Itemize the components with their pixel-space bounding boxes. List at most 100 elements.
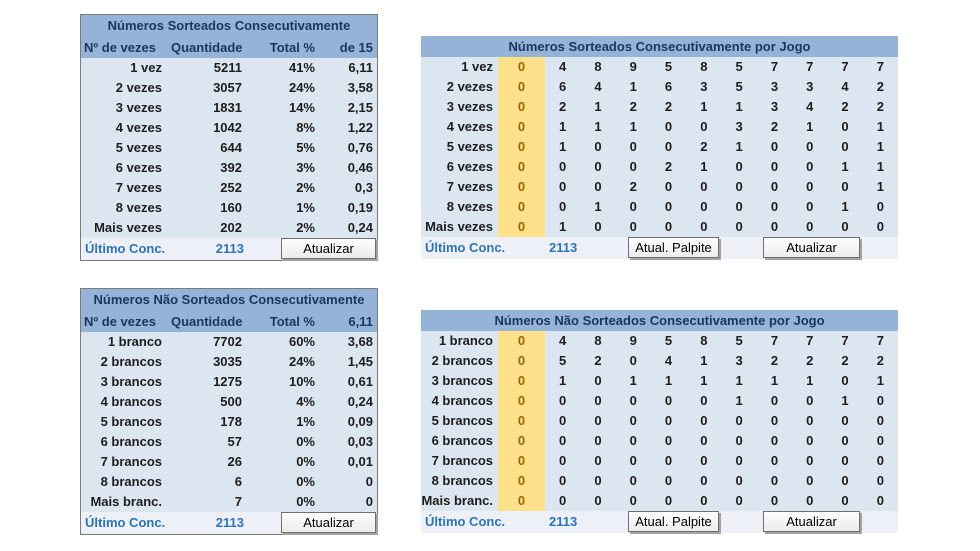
row-label-cell[interactable]: 7 brancos — [431, 453, 493, 468]
row-label-cell[interactable]: 8 vezes — [115, 200, 162, 215]
value-cell[interactable]: 0 — [559, 453, 567, 468]
value-cell[interactable]: 1 — [735, 139, 743, 154]
value-cell[interactable]: 0 — [629, 139, 637, 154]
value-cell[interactable]: 2 — [664, 159, 673, 174]
value-cell[interactable]: 0 — [594, 433, 602, 448]
row-label-cell[interactable]: 4 vezes — [446, 119, 493, 134]
value-cell[interactable]: 0 — [594, 219, 602, 234]
value-cell[interactable]: 60% — [288, 334, 315, 349]
value-cell[interactable]: 1% — [296, 200, 315, 215]
value-cell[interactable]: 1 — [876, 139, 884, 154]
value-cell[interactable]: 5 — [664, 333, 673, 348]
row-label-cell[interactable]: 1 branco — [438, 333, 493, 348]
value-cell[interactable]: 0 — [700, 453, 708, 468]
value-cell[interactable]: 0 — [806, 473, 814, 488]
value-cell[interactable]: 2% — [296, 180, 315, 195]
value-cell[interactable]: 0 — [559, 473, 567, 488]
value-cell[interactable]: 0,24 — [347, 394, 373, 409]
value-cell[interactable]: 0 — [629, 199, 637, 214]
value-cell[interactable]: 0 — [876, 199, 884, 214]
value-cell[interactable]: 9 — [629, 333, 637, 348]
value-cell[interactable]: 0 — [559, 413, 567, 428]
value-cell[interactable]: 7 — [841, 59, 849, 74]
palpite-highlight-cell[interactable]: 0 — [498, 197, 545, 217]
value-cell[interactable]: 8% — [296, 120, 315, 135]
value-cell[interactable]: 6 — [234, 474, 242, 489]
value-cell[interactable]: 0 — [876, 493, 884, 508]
value-cell[interactable]: 5211 — [213, 60, 242, 75]
value-cell[interactable]: 0 — [664, 453, 673, 468]
value-cell[interactable]: 41% — [288, 60, 315, 75]
value-cell[interactable]: 0 — [770, 159, 779, 174]
value-cell[interactable]: 0 — [629, 219, 637, 234]
row-label-cell[interactable]: 7 brancos — [100, 454, 162, 469]
value-cell[interactable]: 7 — [806, 59, 814, 74]
value-cell[interactable]: 0 — [770, 139, 779, 154]
value-cell[interactable]: 0 — [876, 413, 884, 428]
value-cell[interactable]: 0 — [664, 433, 673, 448]
value-cell[interactable]: 0% — [296, 434, 315, 449]
palpite-highlight-cell[interactable]: 0 — [498, 97, 545, 117]
row-label-cell[interactable]: Mais branc. — [421, 493, 493, 508]
palpite-highlight-cell[interactable]: 0 — [498, 431, 545, 451]
value-cell[interactable]: 8 — [700, 333, 708, 348]
row-label-cell[interactable]: 2 vezes — [446, 79, 493, 94]
value-cell[interactable]: 0 — [735, 199, 743, 214]
value-cell[interactable]: 2 — [629, 179, 637, 194]
palpite-highlight-cell[interactable]: 0 — [498, 371, 545, 391]
value-cell[interactable]: 0,46 — [347, 160, 373, 175]
value-cell[interactable]: 0 — [700, 413, 708, 428]
value-cell[interactable]: 24% — [288, 354, 315, 369]
value-cell[interactable]: 0 — [806, 453, 814, 468]
value-cell[interactable]: 3 — [770, 79, 779, 94]
value-cell[interactable]: 0 — [876, 473, 884, 488]
value-cell[interactable]: 3 — [735, 353, 743, 368]
value-cell[interactable]: 0 — [876, 393, 884, 408]
value-cell[interactable]: 0 — [770, 179, 779, 194]
value-cell[interactable]: 3 — [735, 119, 743, 134]
value-cell[interactable]: 0 — [770, 413, 779, 428]
value-cell[interactable]: 8 — [594, 333, 602, 348]
value-cell[interactable]: 0 — [700, 473, 708, 488]
value-cell[interactable]: 3,68 — [347, 334, 373, 349]
value-cell[interactable]: 4 — [559, 333, 567, 348]
palpite-highlight-cell[interactable]: 0 — [498, 471, 545, 491]
value-cell[interactable]: 0 — [841, 433, 849, 448]
palpite-highlight-cell[interactable]: 0 — [498, 217, 545, 237]
value-cell[interactable]: 0 — [770, 473, 779, 488]
value-cell[interactable]: 2% — [296, 220, 315, 235]
value-cell[interactable]: 644 — [220, 140, 242, 155]
value-cell[interactable]: 10% — [288, 374, 315, 389]
value-cell[interactable]: 5% — [296, 140, 315, 155]
value-cell[interactable]: 0 — [735, 493, 743, 508]
last-contest-value[interactable]: 2113 — [549, 514, 578, 529]
value-cell[interactable]: 0 — [559, 179, 567, 194]
value-cell[interactable]: 0 — [559, 433, 567, 448]
value-cell[interactable]: 1 — [735, 373, 743, 388]
palpite-highlight-cell[interactable]: 0 — [498, 77, 545, 97]
value-cell[interactable]: 2 — [841, 353, 849, 368]
value-cell[interactable]: 0,61 — [347, 374, 373, 389]
value-cell[interactable]: 9 — [629, 59, 637, 74]
value-cell[interactable]: 0 — [841, 493, 849, 508]
value-cell[interactable]: 0 — [594, 453, 602, 468]
value-cell[interactable]: 0 — [664, 199, 673, 214]
value-cell[interactable]: 1,45 — [347, 354, 373, 369]
row-label-cell[interactable]: 5 brancos — [431, 413, 493, 428]
value-cell[interactable]: 0 — [664, 473, 673, 488]
value-cell[interactable]: 5 — [735, 79, 743, 94]
value-cell[interactable]: 1 — [629, 119, 637, 134]
value-cell[interactable]: 0 — [365, 494, 373, 509]
value-cell[interactable]: 0,03 — [347, 434, 373, 449]
row-label-cell[interactable]: 1 vez — [130, 60, 162, 75]
value-cell[interactable]: 2 — [806, 353, 814, 368]
value-cell[interactable]: 0% — [296, 494, 315, 509]
value-cell[interactable]: 0 — [664, 413, 673, 428]
row-label-cell[interactable]: 8 brancos — [431, 473, 493, 488]
value-cell[interactable]: 1831 — [213, 100, 242, 115]
value-cell[interactable]: 7 — [770, 333, 779, 348]
value-cell[interactable]: 1 — [841, 199, 849, 214]
atual-palpite-button[interactable]: Atual. Palpite — [628, 237, 719, 258]
value-cell[interactable]: 5 — [664, 59, 673, 74]
value-cell[interactable]: 1 — [876, 373, 884, 388]
